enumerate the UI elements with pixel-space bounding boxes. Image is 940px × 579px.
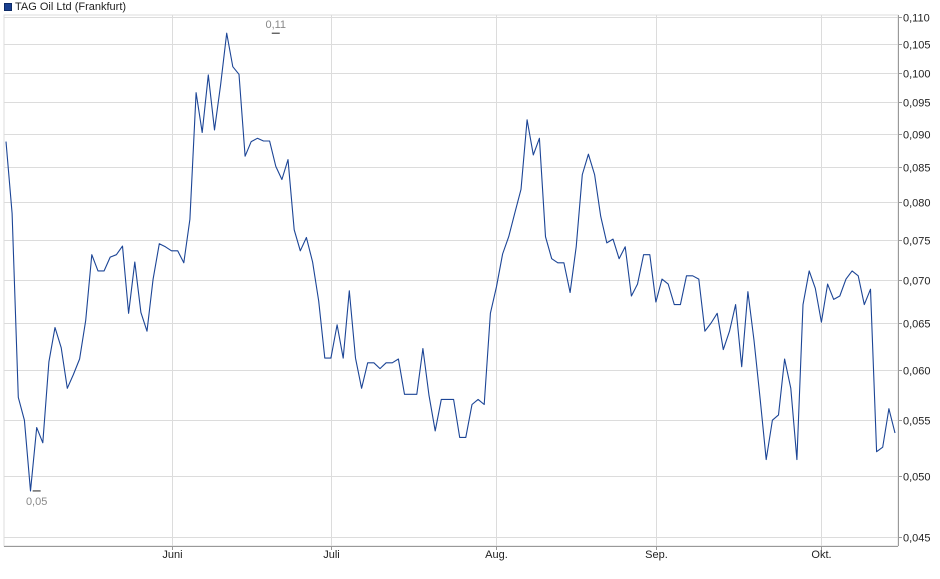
legend-label: TAG Oil Ltd (Frankfurt) — [15, 0, 127, 13]
y-tick-label: 0,080 — [903, 198, 931, 210]
y-tick-label: 0,060 — [903, 366, 931, 378]
y-tick-label: 0,050 — [903, 472, 931, 484]
price-series-line — [5, 32, 896, 492]
y-tick-label: 0,100 — [903, 69, 931, 81]
x-tick-label: Juni — [162, 549, 182, 561]
y-tick-label: 0,095 — [903, 98, 931, 110]
y-tick-label: 0,105 — [903, 40, 931, 52]
y-tick-label: 0,075 — [903, 236, 931, 248]
high-label: 0,11 — [265, 19, 286, 31]
y-tick-label: 0,085 — [903, 163, 931, 175]
chart-legend: TAG Oil Ltd (Frankfurt) — [4, 0, 126, 13]
x-tick-label: Juli — [323, 549, 340, 561]
y-tick-label: 0,045 — [903, 533, 931, 545]
x-tick-label: Okt. — [811, 549, 831, 561]
x-tick-label: Sep. — [645, 549, 668, 561]
y-tick-label: 0,090 — [903, 130, 931, 142]
legend-swatch-icon — [4, 2, 12, 11]
y-tick-label: 0,065 — [903, 319, 931, 331]
low-label: 0,05 — [26, 496, 47, 508]
y-tick-label: 0,055 — [903, 416, 931, 428]
y-tick-label: 0,070 — [903, 276, 931, 288]
x-tick-label: Aug. — [485, 549, 508, 561]
y-tick-label: 0,110 — [903, 13, 930, 25]
